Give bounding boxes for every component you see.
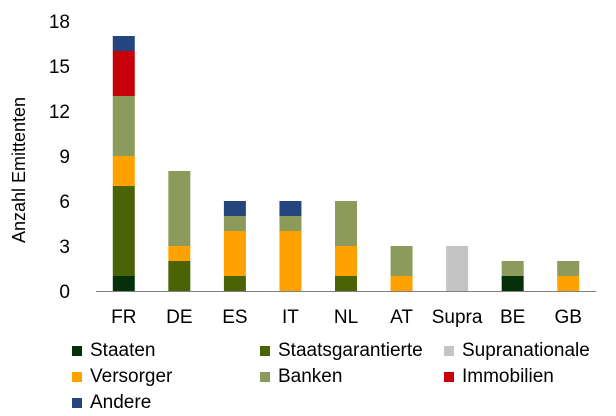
y-tick-label: 0 xyxy=(59,282,70,303)
legend-swatch xyxy=(72,398,82,408)
bar-segment-nl-staatsgarantierte xyxy=(335,276,357,291)
bar-segment-be-staaten xyxy=(501,276,524,291)
x-tick-label: FR xyxy=(111,307,136,328)
legend-item: Staatsgarantierte xyxy=(260,340,423,362)
x-tick-label: AT xyxy=(390,307,413,328)
x-tick-label: IT xyxy=(282,307,299,328)
legend-swatch xyxy=(444,372,454,382)
legend-label: Banken xyxy=(278,366,343,387)
y-tick-label: 12 xyxy=(49,102,70,123)
y-axis-title: Anzahl Emittenten xyxy=(9,97,29,243)
y-tick-labels: 0 3 6 9 12 15 18 xyxy=(49,12,70,303)
bar-segment-gb-versorger xyxy=(557,276,580,291)
legend-item: Staaten xyxy=(72,340,156,362)
x-tick-label: NL xyxy=(334,307,358,328)
bar-segment-nl-banken xyxy=(335,201,357,246)
legend-label: Supranationale xyxy=(462,340,590,361)
y-tick-label: 15 xyxy=(49,57,70,78)
x-tick-label: Supra xyxy=(432,307,483,328)
legend-item: Andere xyxy=(72,392,151,414)
bar-segment-fr-banken xyxy=(112,96,135,156)
legend-label: Immobilien xyxy=(462,366,554,387)
legend-label: Andere xyxy=(90,392,152,413)
bar-segment-fr-versorger xyxy=(112,156,135,186)
y-tick-label: 3 xyxy=(59,237,70,258)
y-tick-label: 18 xyxy=(49,12,70,33)
bar-segment-fr-staatsgarantierte xyxy=(112,186,135,276)
bar-segment-nl-versorger xyxy=(335,246,357,276)
bar-segment-fr-staaten xyxy=(112,276,135,291)
legend-item: Versorger xyxy=(72,366,172,388)
x-tick-label: BE xyxy=(500,307,525,328)
legend-item: Supranationale xyxy=(444,340,590,362)
bar-segment-gb-banken xyxy=(557,261,580,276)
bar-segment-supra-supranationale xyxy=(446,246,469,291)
legend-label: Staatsgarantierte xyxy=(278,340,423,361)
bar-segment-fr-andere xyxy=(112,36,135,51)
bar-segment-es-banken xyxy=(223,216,246,231)
x-tick-label: GB xyxy=(554,307,581,328)
bar-segment-es-staatsgarantierte xyxy=(223,276,246,291)
y-tick-label: 6 xyxy=(59,192,70,213)
legend-swatch xyxy=(260,372,270,382)
legend-label: Staaten xyxy=(90,340,156,361)
legend-swatch xyxy=(72,346,82,356)
bar-segment-it-versorger xyxy=(279,231,302,291)
bar-segment-it-banken xyxy=(279,216,302,231)
legend-item: Banken xyxy=(260,366,342,388)
bar-segment-de-versorger xyxy=(168,246,191,261)
bar-segment-de-staatsgarantierte xyxy=(168,261,191,291)
bar-segment-es-andere xyxy=(223,201,246,216)
legend-swatch xyxy=(260,346,270,356)
x-tick-label: DE xyxy=(166,307,192,328)
bar-segment-es-versorger xyxy=(223,231,246,276)
bar-segment-de-banken xyxy=(168,171,191,246)
bar-segment-at-banken xyxy=(390,246,413,276)
bars xyxy=(112,36,580,291)
x-tick-label: ES xyxy=(222,307,247,328)
legend-swatch xyxy=(444,346,454,356)
legend-swatch xyxy=(72,372,82,382)
bar-segment-it-andere xyxy=(279,201,302,216)
bar-segment-fr-immobilien xyxy=(112,51,135,96)
legend-label: Versorger xyxy=(90,366,173,387)
legend-item: Immobilien xyxy=(444,366,554,388)
y-tick-label: 9 xyxy=(59,147,70,168)
y-axis-title-wrap: Anzahl Emittenten xyxy=(9,97,29,243)
legend: Staaten Staatsgarantierte Supranationale Ve… xyxy=(0,340,616,416)
x-tick-labels: FR DE ES IT NL AT Supra BE GB xyxy=(111,307,582,328)
bar-segment-at-versorger xyxy=(390,276,413,291)
bar-segment-be-banken xyxy=(501,261,524,276)
